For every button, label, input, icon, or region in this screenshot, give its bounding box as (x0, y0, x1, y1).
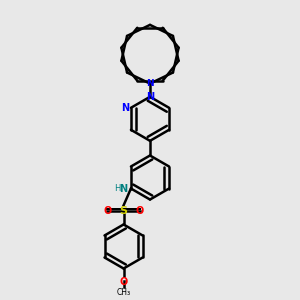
Text: CH₃: CH₃ (116, 288, 130, 297)
Text: N: N (146, 79, 154, 88)
Text: O: O (119, 277, 128, 287)
Text: N: N (146, 92, 154, 102)
Text: O: O (103, 206, 112, 216)
Text: S: S (120, 206, 128, 216)
Text: N: N (119, 184, 128, 194)
Text: O: O (136, 206, 144, 216)
Text: N: N (121, 103, 129, 113)
Text: H: H (115, 184, 121, 193)
